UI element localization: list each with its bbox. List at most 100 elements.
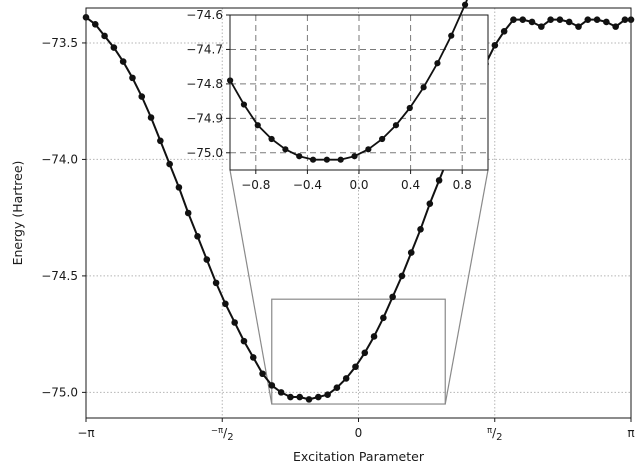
main-data-point: [547, 16, 554, 23]
main-data-point: [352, 363, 359, 371]
main-data-point: [147, 114, 155, 121]
main-data-point: [315, 393, 322, 401]
inset-data-point: [268, 135, 275, 143]
main-data-point: [612, 23, 619, 30]
main-data-point: [510, 16, 517, 23]
main-data-point: [222, 300, 229, 308]
y-tick-label: −75.0: [41, 385, 78, 399]
main-data-point: [565, 18, 573, 26]
y-tick-label: −74.5: [41, 269, 78, 283]
main-data-point: [398, 272, 406, 280]
main-data-point: [287, 393, 294, 401]
main-data-point: [259, 370, 266, 378]
inset-data-point: [240, 101, 248, 108]
zoom-connector-left: [229, 169, 273, 405]
inset-data-point: [282, 146, 289, 153]
main-data-point: [119, 58, 127, 65]
inset-data-point: [254, 122, 261, 129]
inset-data-point: [309, 156, 317, 163]
y-tick-label: −74.0: [41, 152, 78, 166]
main-data-point: [621, 16, 629, 23]
main-data-point: [305, 396, 313, 403]
main-data-point: [491, 41, 499, 49]
main-data-point: [603, 18, 610, 26]
x-tick-label: π: [627, 426, 634, 440]
main-data-point: [277, 389, 285, 396]
inset-y-tick-label: −75.0: [186, 146, 223, 160]
zoom-connector-right: [444, 169, 489, 405]
main-data-point: [407, 249, 415, 256]
inset-x-tick-label: −0.8: [241, 178, 270, 192]
main-data-point: [157, 137, 164, 145]
inset-plot: −0.8 −0.4 0.0 0.4 0.8 −74.6 −74.7 −74.8 −74.9 −75…: [186, 0, 489, 192]
y-tick-label: −73.5: [41, 36, 78, 50]
inset-data-point: [296, 153, 303, 160]
inset-data-point: [461, 1, 469, 8]
main-data-point: [268, 382, 276, 389]
main-data-point: [166, 160, 173, 168]
inset-data-point: [392, 122, 400, 129]
main-data-point: [184, 209, 192, 217]
main-data-point: [575, 23, 582, 30]
main-data-point: [91, 21, 99, 28]
inset-axis-ticks: −0.8 −0.4 0.0 0.4 0.8 −74.6 −74.7 −74.8 −74.9 −75…: [186, 8, 472, 192]
main-data-point: [203, 256, 211, 263]
zoom-region-box: [271, 298, 446, 405]
main-data-point: [138, 93, 146, 100]
inset-data-point: [434, 60, 441, 67]
main-data-point: [194, 232, 201, 240]
inset-data-point: [406, 104, 413, 112]
main-data-point: [417, 226, 424, 233]
main-data-point: [380, 314, 387, 322]
main-data-point: [370, 333, 378, 340]
main-data-point: [249, 354, 257, 361]
x-tick-label: 0: [355, 426, 363, 440]
inset-y-tick-label: −74.8: [186, 77, 223, 91]
main-data-point: [129, 74, 136, 82]
main-data-point: [593, 16, 601, 23]
main-data-point: [212, 279, 220, 287]
inset-y-tick-label: −74.9: [186, 111, 223, 125]
main-data-point: [361, 349, 369, 357]
inset-data-point: [365, 146, 372, 153]
x-tick-label: −π: [77, 426, 94, 440]
inset-data-point: [420, 84, 427, 91]
inset-x-tick-label: 0.0: [349, 178, 368, 192]
main-data-point: [110, 44, 118, 51]
inset-data-point: [448, 32, 455, 39]
main-data-point: [240, 337, 248, 345]
inset-x-tick-label: 0.8: [453, 178, 472, 192]
main-data-point: [584, 16, 592, 23]
main-data-point: [556, 16, 564, 23]
x-tick-label: π/2: [487, 426, 503, 443]
main-data-point: [101, 32, 108, 40]
y-axis-label: Energy (Hartree): [10, 161, 25, 266]
inset-data-point: [379, 135, 386, 143]
inset-data-point: [351, 153, 358, 160]
main-data-point: [324, 391, 331, 399]
main-data-point: [389, 293, 396, 301]
main-data-point: [342, 375, 350, 382]
main-data-point: [435, 177, 443, 184]
inset-data-point: [337, 156, 344, 163]
inset-y-tick-label: −74.6: [186, 8, 223, 22]
zoom-indicator: [229, 169, 489, 405]
x-axis-label: Excitation Parameter: [293, 449, 425, 464]
main-axis-ticks: −π −π/2 0 π/2 π −73.5 −74.0 −74.5 −75.0: [41, 36, 634, 443]
main-data-point: [333, 384, 341, 392]
inset-series: [227, 0, 469, 163]
inset-x-tick-label: −0.4: [293, 178, 322, 192]
main-data-point: [426, 200, 434, 207]
main-data-point: [231, 319, 238, 326]
main-data-point: [528, 18, 536, 26]
inset-data-point: [323, 156, 330, 163]
main-data-point: [500, 27, 508, 35]
main-data-point: [296, 393, 304, 401]
main-data-point: [175, 184, 183, 191]
inset-x-tick-label: 0.4: [401, 178, 420, 192]
main-data-point: [519, 16, 527, 23]
main-data-point: [538, 23, 545, 30]
x-tick-label: −π/2: [211, 426, 234, 443]
inset-y-tick-label: −74.7: [186, 42, 223, 56]
